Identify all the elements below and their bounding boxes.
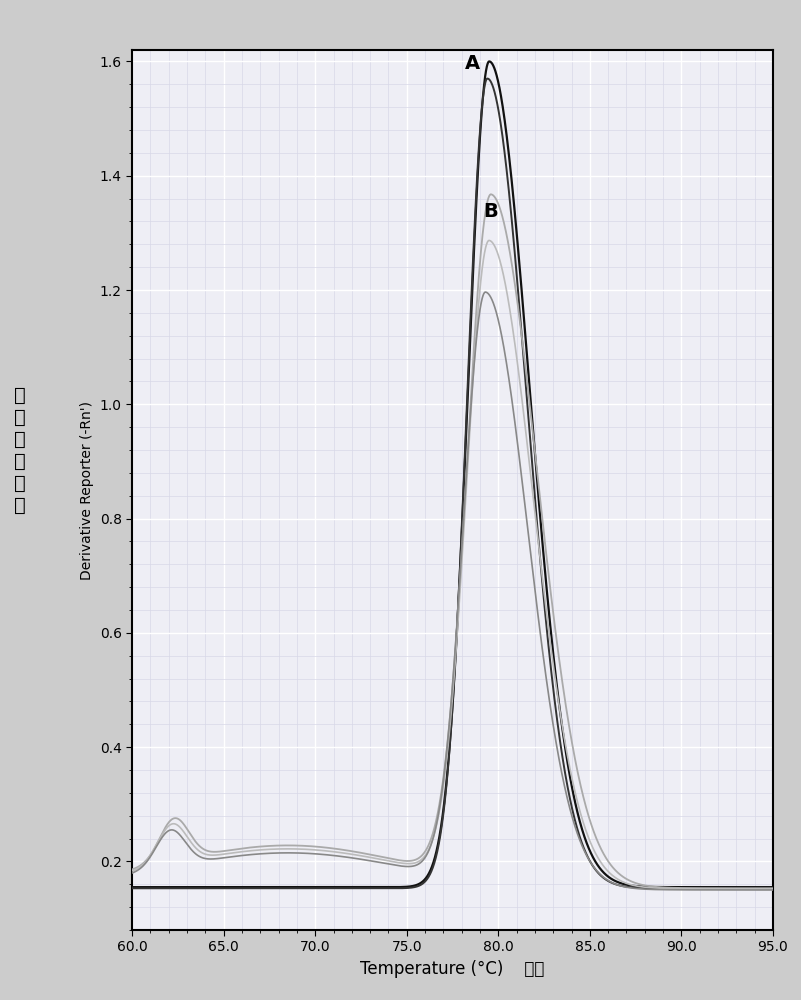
Text: A: A — [465, 54, 481, 73]
X-axis label: Temperature (°C)    温度: Temperature (°C) 温度 — [360, 960, 545, 978]
Text: 荧
光
信
号
导
数: 荧 光 信 号 导 数 — [14, 385, 26, 514]
Y-axis label: Derivative Reporter (-Rn'): Derivative Reporter (-Rn') — [80, 400, 94, 580]
Text: B: B — [484, 202, 498, 221]
